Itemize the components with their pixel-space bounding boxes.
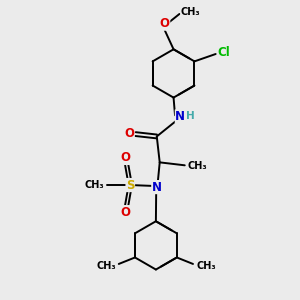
Text: N: N bbox=[152, 181, 162, 194]
Text: O: O bbox=[121, 152, 130, 164]
Text: N: N bbox=[175, 110, 185, 123]
Text: O: O bbox=[124, 127, 134, 140]
Text: CH₃: CH₃ bbox=[85, 180, 104, 190]
Text: CH₃: CH₃ bbox=[196, 261, 216, 271]
Text: O: O bbox=[160, 17, 170, 30]
Text: CH₃: CH₃ bbox=[187, 161, 207, 171]
Text: O: O bbox=[121, 206, 130, 219]
Text: H: H bbox=[186, 111, 195, 122]
Text: CH₃: CH₃ bbox=[181, 7, 200, 17]
Text: S: S bbox=[126, 178, 134, 191]
Text: CH₃: CH₃ bbox=[96, 261, 116, 271]
Text: Cl: Cl bbox=[218, 46, 230, 59]
